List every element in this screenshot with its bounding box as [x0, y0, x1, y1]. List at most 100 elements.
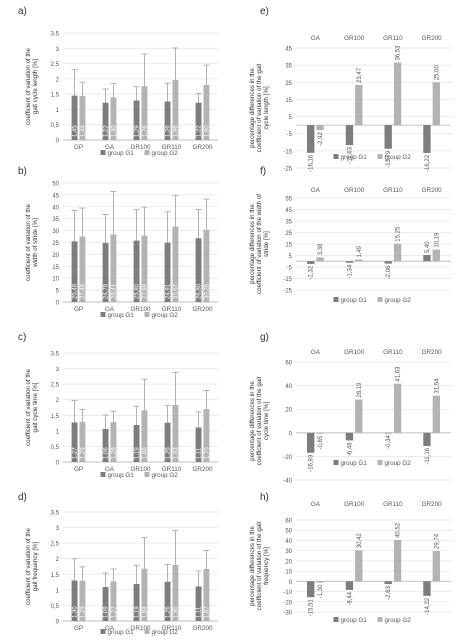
y-tick-label: 45: [52, 193, 59, 199]
data-label: 1,40: [111, 125, 117, 137]
bar-g2: [316, 257, 324, 262]
bar-g1: [423, 581, 431, 596]
y-axis-title: percentage differences in thecoefficient…: [249, 521, 270, 610]
y-tick-label: 50: [285, 529, 292, 535]
legend-swatch-g2: [377, 460, 383, 465]
data-label: 1,29: [80, 606, 86, 618]
y-axis-title-line: coefficient of variation of the width of: [256, 194, 263, 294]
bar-g1: [195, 427, 202, 462]
bar-g2: [203, 409, 210, 462]
x-tick-label: GR110: [383, 501, 403, 508]
data-label: 1,67: [204, 606, 210, 618]
y-axis-title-line: frequency [%]: [263, 547, 270, 585]
chart-panel-2: b) 0 5 10 15 20 25 30 35 40 45 50 coefficient of var…: [18, 166, 218, 319]
legend-label: group G2: [385, 460, 412, 467]
bar-g1: [102, 428, 109, 462]
y-tick-label: 35: [285, 220, 292, 226]
y-axis-title-line: coefficient of variation of the gait: [256, 521, 263, 610]
data-label: 1,27: [73, 447, 79, 459]
legend-label: group G1: [108, 150, 135, 157]
data-label: 1,45: [73, 125, 79, 137]
bar-g1: [71, 241, 78, 302]
chart-panel-5: e) -25 -15 -5 5 15 25 35 45 percentage difference…: [249, 6, 451, 173]
bar-g1: [71, 580, 78, 621]
y-tick-label: 1: [56, 588, 60, 594]
y-axis-title-line: coefficient of variation of the gait: [256, 376, 263, 465]
data-label: 1,26: [166, 125, 172, 137]
bar-g1: [345, 581, 354, 590]
data-label: 1,09: [104, 606, 110, 618]
bar-g2: [141, 235, 148, 302]
legend-swatch-g1: [100, 629, 106, 634]
bar-g2: [79, 421, 86, 462]
data-label: 26,80: [197, 283, 203, 299]
legend-label: group G2: [385, 154, 412, 161]
data-label: 29,74: [434, 533, 440, 549]
bar-g1: [384, 261, 392, 264]
bar-g1: [307, 432, 315, 453]
y-tick-label: 15: [285, 98, 292, 104]
bar-g2: [316, 432, 324, 434]
data-label: 1,70: [204, 447, 210, 459]
x-tick-label: GP: [74, 306, 83, 313]
y-axis-title-line: cycle time [%]: [263, 402, 270, 440]
data-label: 30,42: [357, 533, 363, 549]
x-tick-label: GP: [74, 144, 83, 151]
data-label: -15,51: [309, 599, 315, 617]
chart-panel-1: a) 0 0,5 1 1,5 2 2,5 3 3,5 coefficient of variati…: [18, 6, 218, 157]
panel-label: a): [18, 6, 27, 17]
x-tick-label: GP: [74, 625, 83, 632]
data-label: 1,30: [73, 606, 79, 618]
y-tick-label: 2: [56, 557, 60, 563]
panel-label: f): [260, 166, 266, 177]
bar-g2: [316, 581, 324, 583]
y-tick-label: -40: [283, 479, 292, 485]
x-tick-label: GR200: [422, 349, 442, 356]
legend-label: group G2: [152, 472, 179, 479]
data-label: -16,22: [425, 154, 431, 172]
data-label: -11,16: [425, 447, 431, 464]
data-label: 1,22: [104, 125, 110, 137]
bar-g2: [393, 62, 402, 126]
data-label: 5,40: [425, 241, 431, 253]
data-label: -0,85: [318, 435, 324, 449]
y-tick-label: -30: [283, 611, 292, 617]
bar-g2: [355, 550, 363, 582]
y-tick-label: 2: [56, 77, 60, 83]
bar-g2: [355, 84, 363, 126]
x-tick-label: GR100: [344, 349, 364, 356]
x-tick-label: GR200: [422, 501, 442, 508]
data-label: 31,67: [173, 283, 179, 299]
y-tick-label: 25: [285, 231, 292, 237]
panel-label: e): [260, 6, 269, 17]
bar-g1: [133, 100, 140, 140]
data-label: -2,06: [386, 265, 392, 279]
y-tick-label: 1: [56, 429, 60, 435]
data-label: 3,38: [318, 243, 324, 255]
y-axis-title-line: percentage differences in the: [249, 526, 256, 606]
y-axis-title: percentage differences in thecoefficient…: [249, 63, 270, 152]
data-label: -13,79: [386, 150, 392, 168]
x-tick-label: GR200: [193, 306, 213, 313]
data-label: 1,06: [104, 447, 110, 459]
y-axis-title-line: width of stride [%]: [32, 218, 39, 268]
y-tick-label: 5: [289, 115, 293, 121]
bar-g2: [172, 226, 179, 302]
x-tick-label: GA: [105, 466, 115, 473]
data-label: 28,41: [111, 283, 117, 299]
y-axis-title-line: coefficient of variation of the: [25, 527, 32, 604]
bar-g2: [172, 564, 179, 621]
bar-g2: [203, 84, 210, 140]
y-axis-title: coefficient of variation of thewidth of …: [25, 203, 39, 280]
data-label: -11,63: [347, 146, 353, 163]
y-tick-label: 3,5: [51, 32, 60, 38]
bar-g1: [102, 587, 109, 621]
data-label: 36,53: [396, 45, 402, 61]
bar-g2: [432, 395, 440, 433]
bar-g2: [393, 383, 402, 433]
x-tick-label: GR100: [131, 144, 151, 151]
data-label: 31,54: [434, 378, 440, 394]
y-tick-label: -25: [283, 289, 292, 295]
data-label: 1,28: [111, 447, 117, 459]
y-tick-label: 45: [285, 208, 292, 214]
